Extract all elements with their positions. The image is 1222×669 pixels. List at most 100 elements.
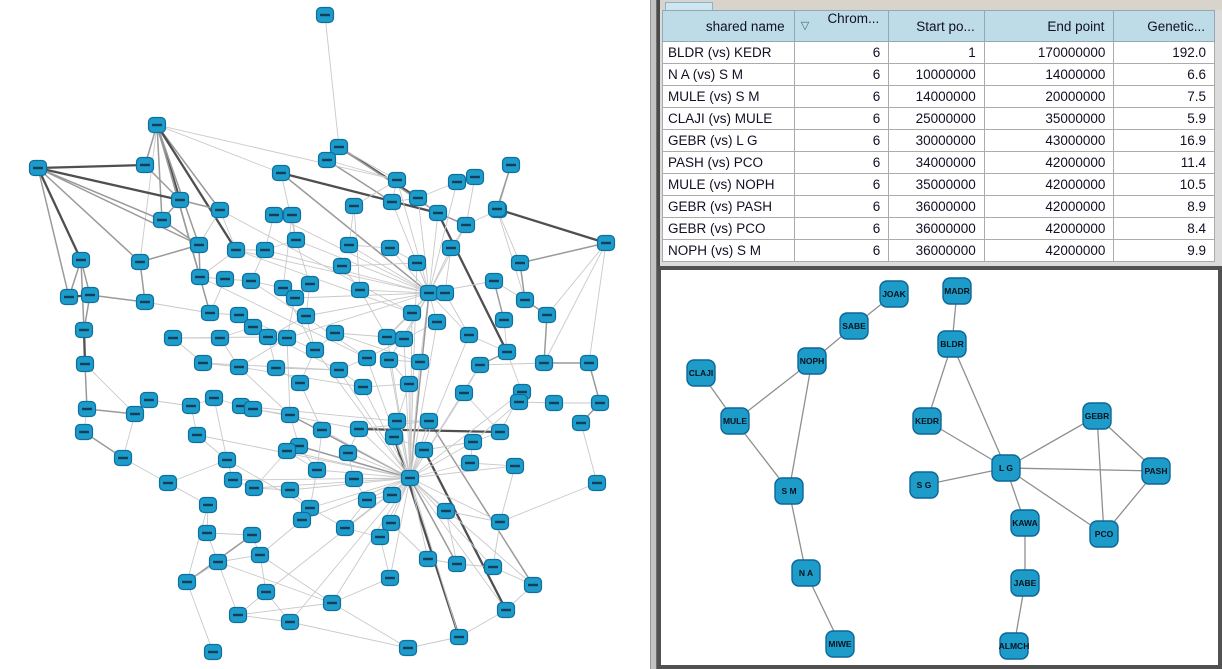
network-node-PCO[interactable]: PCO (1089, 520, 1119, 548)
network-node-124[interactable] (357, 491, 377, 509)
network-node-12[interactable] (189, 236, 209, 254)
column-header-startpo[interactable]: Start po... (888, 10, 985, 42)
network-node-97[interactable] (379, 351, 399, 369)
network-node-7[interactable] (271, 164, 291, 182)
network-node-135[interactable] (496, 601, 516, 619)
network-node-5[interactable] (135, 156, 155, 174)
table-row[interactable]: PASH (vs) PCO 6 34000000 42000000 11.4 (662, 151, 1215, 174)
network-node-111[interactable] (414, 441, 434, 459)
network-node-121[interactable] (344, 470, 364, 488)
network-node-24[interactable] (59, 288, 79, 306)
network-node-123[interactable] (382, 486, 402, 504)
network-node-26[interactable] (135, 293, 155, 311)
network-node-S G[interactable]: S G (909, 471, 939, 499)
table-row[interactable]: CLAJI (vs) MULE 6 25000000 35000000 5.9 (662, 107, 1215, 130)
network-node-18[interactable] (190, 268, 210, 286)
network-node-64[interactable] (280, 613, 300, 631)
column-header-endpoint[interactable]: End point (983, 10, 1115, 42)
network-node-JOAK[interactable]: JOAK (879, 280, 909, 308)
network-node-38[interactable] (77, 400, 97, 418)
network-node-33[interactable] (193, 354, 213, 372)
network-node-31[interactable] (75, 355, 95, 373)
network-node-110[interactable] (384, 428, 404, 446)
network-node-136[interactable] (322, 594, 342, 612)
network-node-119[interactable] (505, 457, 525, 475)
column-header-sharedname[interactable]: shared name (662, 10, 795, 42)
network-node-106[interactable] (387, 412, 407, 430)
network-node-50[interactable] (158, 474, 178, 492)
network-node-122[interactable] (400, 469, 420, 487)
network-node-80[interactable] (407, 254, 427, 272)
sub-network-canvas[interactable]: JOAK MADR SABE BLDR NOPH CLAJI KEDR GEBR MULE L G… (661, 270, 1218, 665)
network-node-51[interactable] (198, 496, 218, 514)
network-node-0[interactable] (315, 6, 335, 24)
network-node-13[interactable] (226, 241, 246, 259)
network-node-N A[interactable]: N A (791, 559, 821, 587)
network-node-101[interactable] (353, 378, 373, 396)
network-node-59[interactable] (250, 546, 270, 564)
network-node-82[interactable] (332, 257, 352, 275)
network-node-141[interactable] (305, 341, 325, 359)
network-node-GEBR[interactable]: GEBR (1082, 402, 1112, 430)
table-row[interactable]: MULE (vs) S M 6 14000000 20000000 7.5 (662, 85, 1215, 108)
network-node-29[interactable] (243, 318, 263, 336)
network-node-17[interactable] (130, 253, 150, 271)
network-node-95[interactable] (410, 353, 430, 371)
table-row[interactable]: GEBR (vs) PASH 6 36000000 42000000 8.9 (662, 195, 1215, 218)
network-node-46[interactable] (187, 426, 207, 444)
network-node-86[interactable] (515, 291, 535, 309)
table-row[interactable]: MULE (vs) NOPH 6 35000000 42000000 10.5 (662, 173, 1215, 196)
network-node-105[interactable] (487, 200, 507, 218)
network-node-30[interactable] (74, 321, 94, 339)
network-node-83[interactable] (350, 281, 370, 299)
network-node-19[interactable] (215, 270, 235, 288)
network-node-MULE[interactable]: MULE (720, 407, 750, 435)
network-node-57[interactable] (300, 499, 320, 517)
network-node-79[interactable] (596, 234, 616, 252)
network-node-126[interactable] (490, 513, 510, 531)
network-node-4[interactable] (28, 159, 48, 177)
network-node-41[interactable] (204, 389, 224, 407)
network-node-KEDR[interactable]: KEDR (912, 407, 942, 435)
network-node-61[interactable] (177, 573, 197, 591)
network-node-67[interactable] (447, 173, 467, 191)
network-node-96[interactable] (329, 361, 349, 379)
network-node-MADR[interactable]: MADR (942, 277, 972, 305)
network-node-KAWA[interactable]: KAWA (1010, 509, 1040, 537)
network-node-104[interactable] (454, 384, 474, 402)
network-node-15[interactable] (286, 231, 306, 249)
network-node-47[interactable] (217, 451, 237, 469)
network-node-54[interactable] (280, 481, 300, 499)
network-node-90[interactable] (459, 326, 479, 344)
network-node-11[interactable] (282, 206, 302, 224)
network-node-117[interactable] (571, 414, 591, 432)
network-node-58[interactable] (292, 511, 312, 529)
network-node-89[interactable] (427, 313, 447, 331)
network-node-73[interactable] (428, 204, 448, 222)
network-node-37[interactable] (139, 391, 159, 409)
network-node-93[interactable] (497, 343, 517, 361)
network-node-85[interactable] (435, 284, 455, 302)
network-node-72[interactable] (344, 197, 364, 215)
network-node-52[interactable] (223, 471, 243, 489)
network-node-145[interactable] (296, 307, 316, 325)
network-node-60[interactable] (208, 553, 228, 571)
network-node-99[interactable] (534, 354, 554, 372)
network-node-68[interactable] (465, 168, 485, 186)
table-row[interactable]: N A (vs) S M 6 10000000 14000000 6.6 (662, 63, 1215, 86)
network-node-133[interactable] (523, 576, 543, 594)
network-node-146[interactable] (258, 328, 278, 346)
network-node-ALMCH[interactable]: ALMCH (999, 632, 1030, 660)
network-node-148[interactable] (277, 442, 297, 460)
column-header-chrom[interactable]: ▽ Chrom... (793, 10, 890, 42)
network-node-134[interactable] (380, 569, 400, 587)
network-node-36[interactable] (277, 329, 297, 347)
network-node-NOPH[interactable]: NOPH (797, 347, 827, 375)
network-node-63[interactable] (228, 606, 248, 624)
network-node-143[interactable] (312, 421, 332, 439)
network-node-131[interactable] (447, 555, 467, 573)
network-node-127[interactable] (381, 514, 401, 532)
panel-splitter[interactable] (650, 0, 657, 669)
network-node-84[interactable] (419, 284, 439, 302)
network-node-CLAJI[interactable]: CLAJI (686, 359, 716, 387)
